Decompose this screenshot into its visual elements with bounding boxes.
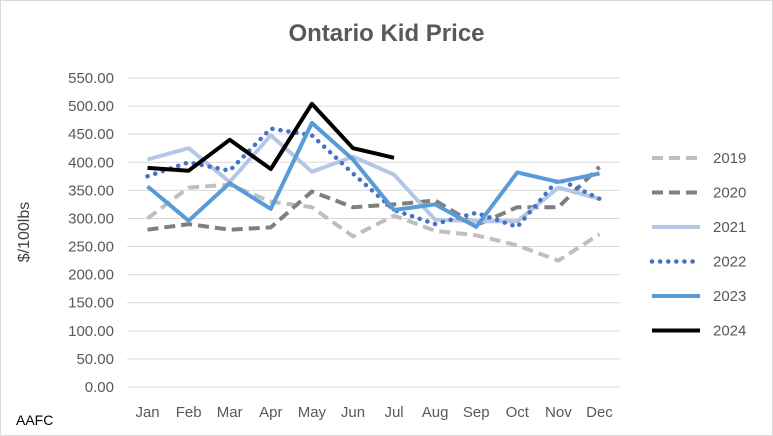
series-line-2020 — [147, 165, 601, 232]
y-tick-label: 100.00 — [68, 323, 114, 340]
x-tick-label: Sep — [463, 404, 490, 421]
x-tick-label: Dec — [586, 404, 613, 421]
x-tick-label: Jun — [341, 404, 365, 421]
y-tick-label: 400.00 — [68, 154, 114, 171]
y-tick-label: 0.00 — [85, 379, 114, 396]
x-tick-label: Feb — [176, 404, 202, 421]
x-tick-label: Nov — [545, 404, 572, 421]
series-line-2021 — [146, 133, 601, 224]
x-tick-label: Jan — [135, 404, 159, 421]
series-line-2022 — [145, 126, 602, 230]
x-tick-label: Aug — [422, 404, 449, 421]
legend-label-2023: 2023 — [713, 288, 746, 305]
y-tick-label: 350.00 — [68, 182, 114, 199]
y-tick-label: 300.00 — [68, 210, 114, 227]
chart-title: Ontario Kid Price — [288, 20, 485, 47]
y-tick-label: 500.00 — [68, 98, 114, 115]
source-note: AAFC — [16, 412, 54, 428]
x-tick-label: Jul — [384, 404, 403, 421]
x-tick-label: Mar — [217, 404, 243, 421]
legend-label-2022: 2022 — [713, 254, 746, 271]
y-tick-label: 200.00 — [68, 267, 114, 284]
x-tick-label: May — [298, 404, 327, 421]
y-tick-label: 550.00 — [68, 70, 114, 87]
y-tick-label: 450.00 — [68, 126, 114, 143]
x-tick-label: Oct — [506, 404, 530, 421]
series-line-2023 — [146, 120, 600, 229]
y-tick-label: 250.00 — [68, 239, 114, 256]
x-tick-label: Apr — [259, 404, 282, 421]
y-tick-label: 150.00 — [68, 295, 114, 312]
legend-label-2020: 2020 — [713, 185, 746, 202]
legend-label-2019: 2019 — [713, 150, 746, 167]
legend-label-2024: 2024 — [713, 323, 746, 340]
series-line-2024 — [147, 101, 395, 173]
legend-label-2021: 2021 — [713, 219, 746, 236]
series-line-2019 — [146, 182, 601, 263]
y-tick-label: 50.00 — [76, 351, 114, 368]
